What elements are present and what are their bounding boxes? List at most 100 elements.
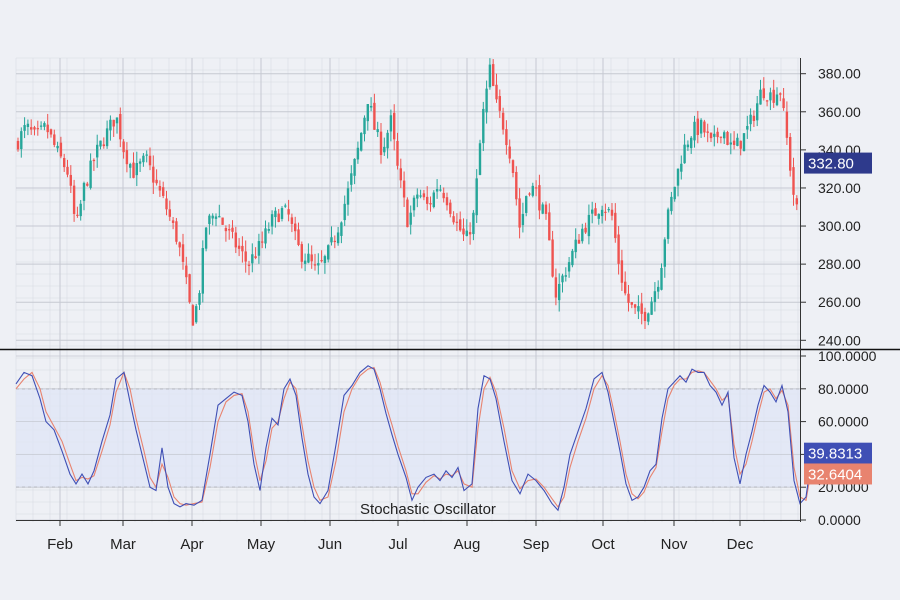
candle xyxy=(759,79,762,105)
candle-body xyxy=(505,129,508,146)
candle xyxy=(125,142,129,173)
candle-body xyxy=(125,150,129,165)
candle xyxy=(650,297,653,315)
candle xyxy=(739,140,742,156)
candle xyxy=(455,213,459,232)
candle-body xyxy=(214,216,218,219)
candle-body xyxy=(488,64,492,88)
candle-body xyxy=(544,204,548,214)
candle-body xyxy=(33,127,36,130)
candle xyxy=(528,192,531,197)
candle-body xyxy=(389,115,393,132)
candle xyxy=(383,137,386,156)
candle-body xyxy=(175,221,178,242)
candle xyxy=(254,247,257,260)
candle xyxy=(551,230,554,278)
candle-body xyxy=(412,197,416,211)
candle-body xyxy=(148,155,152,166)
candle xyxy=(333,235,336,249)
candle xyxy=(643,307,647,330)
candle-body xyxy=(53,134,56,145)
candle xyxy=(422,189,426,201)
oscillator-series xyxy=(15,365,813,512)
candle xyxy=(709,132,713,143)
candle xyxy=(445,192,449,211)
candle-body xyxy=(630,302,633,305)
candle xyxy=(432,190,435,209)
candle xyxy=(518,188,521,239)
candle xyxy=(336,226,340,246)
candle-body xyxy=(782,98,785,109)
candle-body xyxy=(706,131,709,133)
candle-body xyxy=(699,119,703,134)
candle-body xyxy=(435,189,439,192)
candle-body xyxy=(696,118,699,136)
candle-body xyxy=(383,146,386,153)
candle xyxy=(76,206,79,218)
candle xyxy=(742,133,746,152)
candle xyxy=(531,182,534,198)
candle-body xyxy=(591,209,594,214)
candle-body xyxy=(323,256,327,264)
candle xyxy=(610,202,614,221)
candle xyxy=(587,204,591,245)
candle xyxy=(119,107,122,148)
candle-body xyxy=(69,174,72,186)
candle xyxy=(307,243,310,264)
candle xyxy=(452,211,455,225)
candle xyxy=(16,137,20,152)
candle xyxy=(99,140,102,150)
last-price-badge: 332.80 xyxy=(804,152,872,174)
last-price-badge-bg xyxy=(804,152,872,174)
candle-body xyxy=(333,240,336,243)
candle-body xyxy=(366,104,369,122)
candle-body xyxy=(452,216,455,223)
candle-body xyxy=(409,212,412,225)
candle-body xyxy=(660,267,663,290)
candle-body xyxy=(564,275,567,277)
candle-body xyxy=(693,121,696,141)
candle xyxy=(686,140,690,151)
candle xyxy=(366,104,369,131)
candle xyxy=(36,120,39,136)
candle-body xyxy=(528,193,531,195)
candle-body xyxy=(195,306,198,323)
candle xyxy=(386,129,389,159)
candle-body xyxy=(201,248,204,294)
candle xyxy=(604,203,607,221)
candle xyxy=(663,237,666,278)
candle-body xyxy=(188,274,191,303)
candle-body xyxy=(261,241,264,243)
candle-body xyxy=(426,196,429,204)
candle xyxy=(505,120,508,155)
candle xyxy=(544,201,548,220)
month-label: May xyxy=(247,536,276,553)
candle xyxy=(241,236,244,263)
candle-body xyxy=(785,111,789,138)
candle xyxy=(633,303,637,315)
candle xyxy=(769,87,772,111)
candle-body xyxy=(138,161,142,164)
candle-body xyxy=(129,164,132,168)
month-label: Dec xyxy=(727,536,754,553)
candle-body xyxy=(178,242,181,248)
candle xyxy=(195,303,198,324)
candle xyxy=(782,87,785,111)
price-tick-label: 380.00 xyxy=(818,66,861,82)
candle-body xyxy=(703,121,706,133)
candle-body xyxy=(468,232,472,235)
candle xyxy=(320,250,323,263)
candle xyxy=(317,253,320,275)
candle-body xyxy=(274,210,277,218)
stochastic-k-badge: 39.8313 xyxy=(804,442,872,464)
candle xyxy=(270,210,274,235)
candle xyxy=(185,256,188,285)
candle-body xyxy=(145,154,148,156)
candle-body xyxy=(63,158,66,168)
candle xyxy=(462,218,465,242)
candle-body xyxy=(571,250,574,266)
candle-body xyxy=(211,215,214,219)
candle xyxy=(313,253,317,271)
candle-body xyxy=(765,100,769,102)
candle xyxy=(495,73,498,103)
